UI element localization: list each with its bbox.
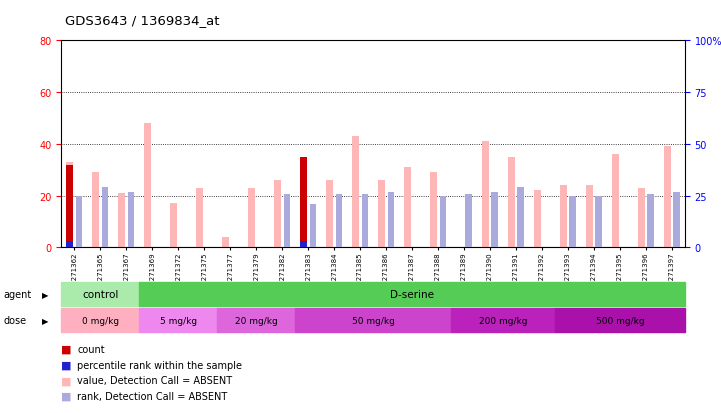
Text: ■: ■ bbox=[61, 375, 72, 385]
Text: 200 mg/kg: 200 mg/kg bbox=[479, 316, 527, 325]
Bar bbox=[139, 309, 217, 332]
Bar bbox=[555, 309, 685, 332]
Bar bbox=[379, 180, 385, 248]
Text: GDS3643 / 1369834_at: GDS3643 / 1369834_at bbox=[65, 14, 219, 27]
Bar bbox=[560, 186, 567, 248]
Bar bbox=[647, 194, 654, 248]
Bar bbox=[596, 196, 602, 248]
Bar bbox=[102, 188, 108, 248]
Text: 0 mg/kg: 0 mg/kg bbox=[81, 316, 119, 325]
Bar bbox=[586, 186, 593, 248]
Text: ■: ■ bbox=[61, 360, 72, 370]
Text: 20 mg/kg: 20 mg/kg bbox=[235, 316, 278, 325]
Text: 500 mg/kg: 500 mg/kg bbox=[596, 316, 645, 325]
Bar bbox=[300, 157, 306, 248]
Bar bbox=[673, 192, 680, 248]
Bar bbox=[170, 204, 177, 248]
Bar bbox=[482, 142, 489, 248]
Bar bbox=[388, 192, 394, 248]
Text: ▶: ▶ bbox=[42, 316, 48, 325]
Bar bbox=[466, 194, 472, 248]
Text: agent: agent bbox=[4, 290, 32, 299]
Bar bbox=[222, 237, 229, 248]
Bar bbox=[295, 309, 451, 332]
Bar bbox=[361, 194, 368, 248]
Bar bbox=[638, 188, 645, 248]
Text: ▶: ▶ bbox=[42, 290, 48, 299]
Bar bbox=[274, 180, 280, 248]
Text: dose: dose bbox=[4, 316, 27, 325]
Bar bbox=[217, 309, 295, 332]
Bar bbox=[61, 282, 139, 306]
Bar bbox=[534, 191, 541, 248]
Text: rank, Detection Call = ABSENT: rank, Detection Call = ABSENT bbox=[77, 391, 227, 401]
Bar bbox=[440, 196, 446, 248]
Bar bbox=[508, 157, 515, 248]
Bar bbox=[451, 309, 555, 332]
Text: D-serine: D-serine bbox=[390, 290, 434, 299]
Bar bbox=[118, 194, 125, 248]
Text: count: count bbox=[77, 344, 105, 354]
Bar bbox=[248, 188, 255, 248]
Text: control: control bbox=[82, 290, 118, 299]
Bar bbox=[66, 165, 73, 248]
Text: 5 mg/kg: 5 mg/kg bbox=[159, 316, 197, 325]
Bar bbox=[144, 124, 151, 248]
Bar bbox=[404, 168, 411, 248]
Bar bbox=[326, 180, 332, 248]
Bar bbox=[570, 196, 576, 248]
Text: ■: ■ bbox=[61, 344, 72, 354]
Bar bbox=[300, 242, 306, 248]
Bar bbox=[492, 192, 498, 248]
Bar bbox=[309, 204, 316, 248]
Bar bbox=[612, 155, 619, 248]
Text: ■: ■ bbox=[61, 391, 72, 401]
Bar bbox=[66, 242, 73, 248]
Bar bbox=[352, 137, 358, 248]
Bar bbox=[335, 194, 342, 248]
Bar bbox=[300, 196, 306, 248]
Bar bbox=[139, 282, 685, 306]
Bar bbox=[61, 309, 139, 332]
Bar bbox=[664, 147, 671, 248]
Bar bbox=[196, 188, 203, 248]
Text: percentile rank within the sample: percentile rank within the sample bbox=[77, 360, 242, 370]
Text: value, Detection Call = ABSENT: value, Detection Call = ABSENT bbox=[77, 375, 232, 385]
Bar bbox=[430, 173, 437, 248]
Bar bbox=[518, 188, 524, 248]
Bar bbox=[128, 192, 134, 248]
Bar bbox=[76, 196, 82, 248]
Text: 50 mg/kg: 50 mg/kg bbox=[352, 316, 394, 325]
Bar bbox=[92, 173, 99, 248]
Bar bbox=[283, 194, 290, 248]
Bar bbox=[66, 163, 73, 248]
